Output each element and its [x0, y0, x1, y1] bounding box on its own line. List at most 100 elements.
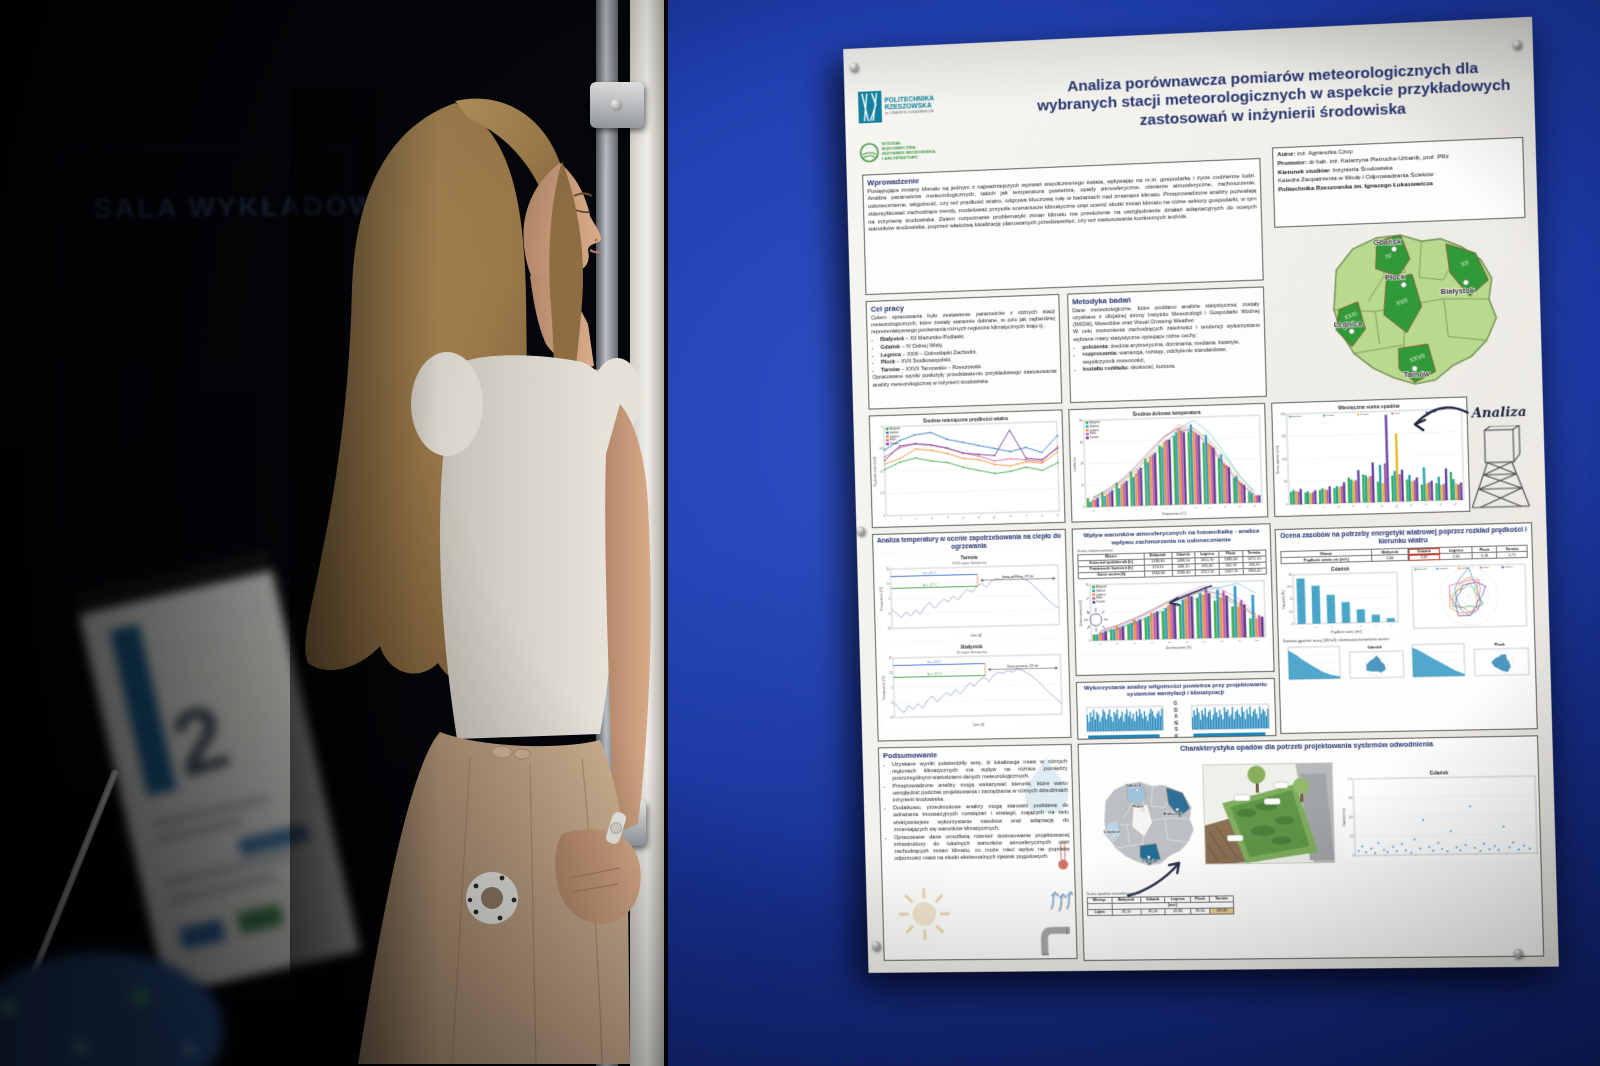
svg-text:-5: -5: [891, 701, 894, 705]
svg-text:-5: -5: [888, 612, 891, 616]
svg-text:0: 0: [1292, 622, 1294, 626]
svg-text:Białystok: Białystok: [1163, 811, 1183, 816]
svg-text:XII: XII: [1453, 502, 1457, 507]
svg-text:0.8: 0.8: [1348, 796, 1352, 800]
svg-text:5: 5: [889, 597, 891, 601]
svg-text:III: III: [915, 517, 919, 521]
svg-text:0: 0: [1083, 505, 1085, 509]
svg-text:0: 0: [1352, 853, 1354, 857]
pushpin-icon: [1513, 948, 1523, 958]
promotor-label: Promotor:: [1277, 158, 1308, 168]
svg-text:Gdańsk: Gdańsk: [1373, 237, 1402, 247]
power-density-gdansk: [1282, 643, 1343, 683]
svg-text:1.1: 1.1: [1348, 777, 1352, 781]
svg-text:4: 4: [1346, 625, 1348, 628]
svg-text:5: 5: [1166, 507, 1168, 510]
svg-text:Płock: Płock: [1494, 642, 1506, 647]
rainfall-heading: Charakterystyka opadów dla potrzeb proje…: [1179, 741, 1434, 753]
svg-text:Temperatura [°C]: Temperatura [°C]: [882, 676, 887, 700]
scrunchie: [466, 872, 518, 924]
gdansk-vertical-label: GDAŃSK: [1172, 700, 1180, 740]
svg-text:15: 15: [889, 671, 893, 675]
svg-text:Legnica: Legnica: [1360, 413, 1369, 416]
svg-text:Gdańsk: Gdańsk: [1331, 567, 1350, 574]
humidity-heading: Wykorzystanie analizy wilgotności powiet…: [1083, 682, 1268, 699]
methods-section: Metodyka badań Dane meteorologiczne, któ…: [1067, 286, 1267, 404]
svg-text:I: I: [884, 518, 887, 520]
rainfall-panel: Charakterystyka opadów dla potrzeb proje…: [1077, 735, 1545, 961]
svg-text:tw = +20 °C: tw = +20 °C: [927, 660, 941, 664]
temperature-chart-panel: 48 36 24 12 0 -10 -7 -4 -1 2 5 8 11 14 17 20 23 Średnia d…: [1068, 402, 1269, 523]
svg-text:Legnica: Legnica: [890, 434, 900, 438]
svg-text:V: V: [1352, 505, 1356, 508]
svg-text:0.3: 0.3: [1350, 834, 1354, 838]
svg-text:27: 27: [1086, 597, 1090, 601]
svg-text:1.3: 1.3: [880, 492, 884, 496]
svg-text:II: II: [1308, 506, 1311, 509]
svg-text:Tarnów: Tarnów: [1505, 566, 1513, 569]
svg-text:50: 50: [1168, 640, 1171, 643]
humidity-panel: Wykorzystanie analizy wilgotności powiet…: [1075, 677, 1277, 740]
svg-text:100: 100: [1255, 638, 1260, 641]
svg-text:Płock: Płock: [1132, 803, 1144, 808]
prz-logo-icon: [857, 90, 883, 124]
svg-text:Płock: Płock: [890, 438, 897, 442]
svg-text:10: 10: [1099, 642, 1102, 645]
svg-text:I: I: [1294, 506, 1297, 509]
svg-text:19.5: 19.5: [1287, 585, 1293, 589]
svg-text:5: 5: [891, 686, 893, 690]
rain-garden-art: [1203, 763, 1336, 865]
svg-text:14: 14: [1209, 505, 1212, 508]
svg-text:70: 70: [1203, 639, 1206, 642]
svg-text:X: X: [1025, 514, 1029, 517]
svg-text:Sezon grzewczy: 197 dni: Sezon grzewczy: 197 dni: [1002, 574, 1034, 579]
pv-table: Miasto Białystok Gdańsk Legnica Płock Tarnów K…: [1077, 549, 1267, 579]
pushpin-icon: [1512, 39, 1522, 50]
humidity-chart-2: [1186, 701, 1272, 733]
svg-text:VI: VI: [962, 515, 966, 519]
svg-text:2: 2: [1316, 625, 1318, 628]
svg-text:25: 25: [886, 567, 890, 571]
svg-text:Gdańsk: Gdańsk: [1439, 568, 1448, 571]
svg-text:18: 18: [1086, 611, 1090, 615]
svg-text:200: 200: [1281, 412, 1286, 416]
svg-text:0: 0: [1089, 638, 1091, 642]
svg-text:Płock: Płock: [1090, 432, 1097, 436]
svg-text:-15: -15: [887, 627, 891, 631]
presenter: [290, 88, 651, 1066]
svg-text:Białystok: Białystok: [1292, 415, 1302, 418]
analiza-annotation: Analiza: [1471, 404, 1527, 422]
right-arm: [605, 404, 651, 834]
direction-rose-plock: Płock: [1468, 639, 1532, 679]
svg-text:Płock: Płock: [1096, 596, 1103, 600]
rain-table: Miesiąc Białystok Gdańsk Legnica Płock Tarnów…: [1086, 894, 1235, 916]
temperature-histogram: 48 36 24 12 0 -10 -7 -4 -1 2 5 8 11 14 17 20 23 Średnia d…: [1071, 405, 1266, 520]
svg-text:11: 11: [1194, 506, 1197, 509]
svg-text:-4: -4: [1121, 508, 1124, 511]
svg-text:Tarnów: Tarnów: [1090, 435, 1099, 439]
svg-text:XII: XII: [1056, 513, 1060, 517]
svg-text:0: 0: [1286, 503, 1288, 507]
pv-bar-chart: 36 27 18 9 0 10 20 30 40 50 60 70 80 90 100 Zachmurzeni…: [1078, 576, 1269, 653]
svg-text:Legnica: Legnica: [1104, 829, 1121, 834]
summary-section: Podsumowanie Uzyskane wyniki potwierdził…: [877, 743, 1078, 961]
svg-text:XI: XI: [1439, 502, 1443, 506]
svg-text:13: 13: [1289, 598, 1293, 602]
shadow-overlay: [290, 88, 440, 1066]
faculty-logo-icon: [859, 142, 879, 163]
svg-text:9: 9: [1088, 624, 1090, 628]
svg-text:20: 20: [1238, 505, 1241, 508]
logo-subline: im. IGNACEGO ŁUKASIEWICZA: [884, 109, 934, 116]
svg-text:Suma opadów [mm]: Suma opadów [mm]: [1276, 445, 1281, 474]
svg-text:Średnia dobowa temperatura: Średnia dobowa temperatura: [1132, 409, 1201, 418]
author-name: inż. Agnieszka Czop: [1297, 148, 1353, 158]
svg-text:XII region klimatyczny: XII region klimatyczny: [957, 650, 988, 655]
svg-text:Legnica: Legnica: [1096, 592, 1106, 596]
svg-text:Sezon grzewczy: 219 dni: Sezon grzewczy: 219 dni: [1007, 664, 1039, 669]
svg-text:17: 17: [1224, 505, 1227, 508]
svg-text:Gdańsk: Gdańsk: [1430, 770, 1449, 776]
wind-arrows-icon: [1047, 882, 1073, 912]
wind-chart-panel: 5 3.8 2.5 1.3 0 I II III IV V VI VII VIII IX X XI XII Śre…: [868, 409, 1066, 529]
summary-bullets: Uzyskane wyniki potwierdziły tezę, iż lo…: [883, 758, 1070, 863]
